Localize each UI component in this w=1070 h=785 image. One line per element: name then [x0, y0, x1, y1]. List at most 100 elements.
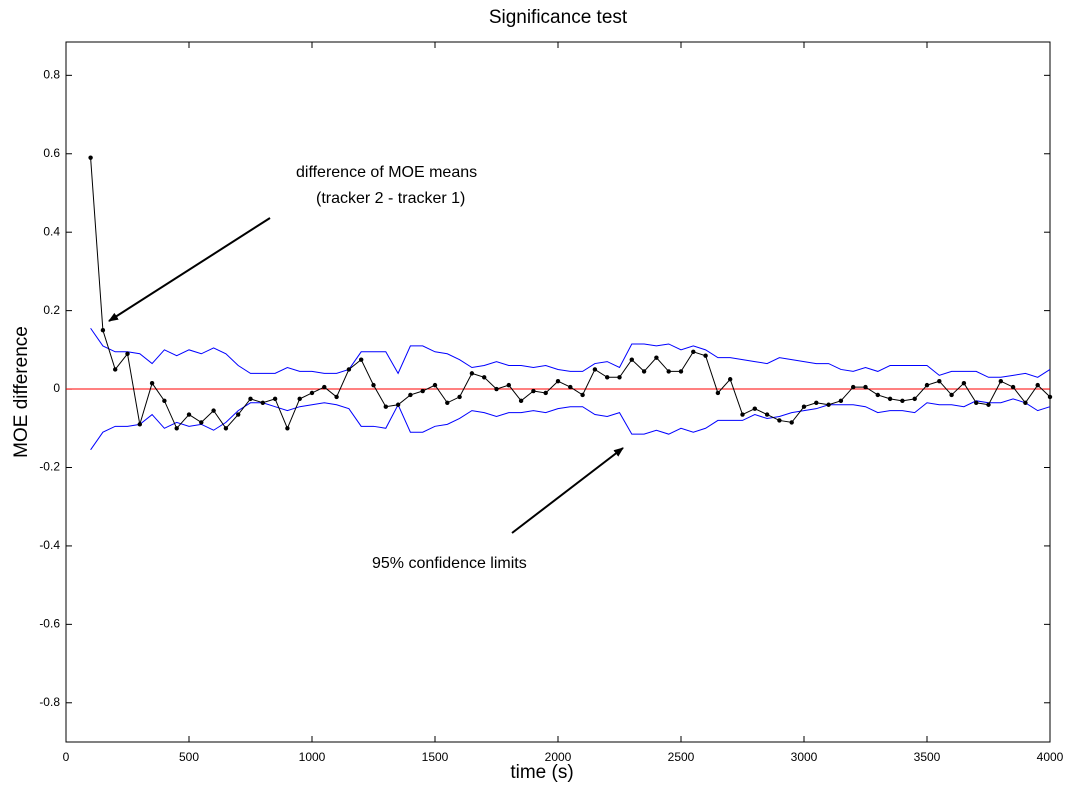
data-point: [420, 388, 425, 394]
data-point: [764, 412, 770, 417]
data-point: [395, 402, 401, 407]
annotation: 95% confidence limits: [372, 555, 527, 572]
data-point: [383, 404, 388, 409]
data-point: [149, 380, 155, 386]
series-line: [90, 398, 1051, 451]
x-tick-label: 0: [63, 750, 70, 764]
data-point: [900, 398, 905, 404]
data-point: [703, 353, 708, 358]
data-point: [445, 400, 450, 405]
series-line: [90, 327, 1051, 378]
data-point: [580, 392, 585, 398]
data-point: [801, 404, 807, 409]
data-point: [974, 400, 979, 405]
data-point: [715, 390, 721, 396]
y-tick-label: -0.6: [39, 617, 60, 631]
data-point: [838, 398, 844, 404]
data-point: [457, 394, 462, 400]
data-point: [543, 390, 548, 396]
data-point: [863, 384, 868, 390]
data-point: [814, 400, 819, 405]
data-point: [629, 357, 634, 362]
x-tick-label: 500: [179, 750, 199, 764]
data-point: [88, 155, 93, 160]
data-point: [924, 382, 930, 388]
data-point: [666, 369, 671, 374]
data-point: [236, 412, 241, 417]
x-tick-label: 2500: [668, 750, 695, 764]
data-point: [789, 420, 794, 425]
data-point: [285, 426, 290, 431]
data-point: [998, 379, 1003, 384]
data-point: [100, 328, 106, 333]
x-axis-label: time (s): [510, 762, 573, 783]
data-point: [826, 402, 831, 407]
data-point: [912, 396, 917, 402]
data-point: [346, 367, 352, 372]
data-point: [555, 379, 561, 384]
data-point: [1047, 394, 1053, 400]
data-point: [211, 408, 216, 413]
data-point: [506, 382, 511, 388]
x-tick-label: 1500: [422, 750, 449, 764]
x-tick-label: 3000: [791, 750, 818, 764]
data-point: [297, 396, 302, 402]
y-tick-label: 0.4: [43, 224, 60, 238]
data-point: [432, 382, 438, 388]
y-tick-label: 0.8: [43, 68, 60, 82]
y-tick-label: -0.2: [39, 460, 60, 474]
data-point: [1010, 384, 1016, 390]
x-tick-label: 4000: [1037, 750, 1064, 764]
y-tick-label: -0.4: [39, 538, 60, 552]
data-point: [494, 386, 499, 392]
data-point: [986, 402, 991, 407]
data-point: [125, 351, 130, 356]
data-point: [248, 396, 253, 402]
data-point: [568, 384, 573, 390]
chart-title: Significance test: [489, 7, 628, 28]
data-point: [162, 398, 167, 404]
data-point: [937, 379, 942, 384]
data-point: [949, 392, 954, 398]
x-tick-label: 1000: [299, 750, 326, 764]
data-point: [408, 392, 413, 398]
data-point: [961, 380, 967, 386]
data-point: [186, 412, 192, 417]
data-point: [137, 422, 142, 427]
data-point: [752, 406, 757, 411]
data-point: [531, 388, 536, 394]
data-point: [469, 371, 475, 376]
data-point: [617, 375, 622, 380]
y-tick-label: 0.6: [43, 146, 60, 160]
data-point: [678, 369, 684, 374]
data-point: [605, 375, 610, 380]
data-point: [334, 394, 339, 400]
data-point: [777, 418, 782, 423]
data-point: [359, 357, 364, 362]
data-point: [592, 367, 598, 372]
data-point: [482, 375, 487, 380]
data-point: [223, 426, 229, 431]
data-point: [371, 382, 376, 388]
data-point: [1023, 400, 1028, 405]
data-point: [260, 400, 265, 405]
data-point: [309, 390, 315, 396]
data-point: [322, 384, 327, 390]
data-point: [1035, 382, 1040, 388]
data-point: [654, 355, 659, 360]
data-point: [113, 367, 118, 372]
data-point: [691, 349, 696, 355]
annotation: (tracker 2 - tracker 1): [316, 190, 465, 207]
data-point: [728, 377, 733, 382]
x-tick-label: 2000: [545, 750, 572, 764]
y-tick-label: 0.2: [43, 303, 60, 317]
annotation: difference of MOE means: [296, 164, 477, 181]
data-point: [887, 396, 893, 402]
data-point: [174, 426, 179, 431]
data-point: [740, 412, 745, 417]
annotation-arrow: [108, 217, 271, 322]
data-point: [272, 396, 278, 402]
y-tick-label: -0.8: [39, 695, 60, 709]
